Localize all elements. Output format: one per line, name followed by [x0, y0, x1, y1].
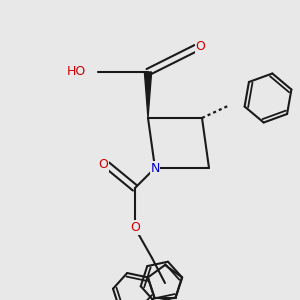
Text: N: N	[150, 161, 160, 175]
Text: O: O	[98, 158, 108, 172]
Text: HO: HO	[67, 65, 86, 78]
Text: O: O	[131, 221, 140, 234]
Polygon shape	[144, 72, 152, 118]
Text: O: O	[196, 40, 206, 53]
